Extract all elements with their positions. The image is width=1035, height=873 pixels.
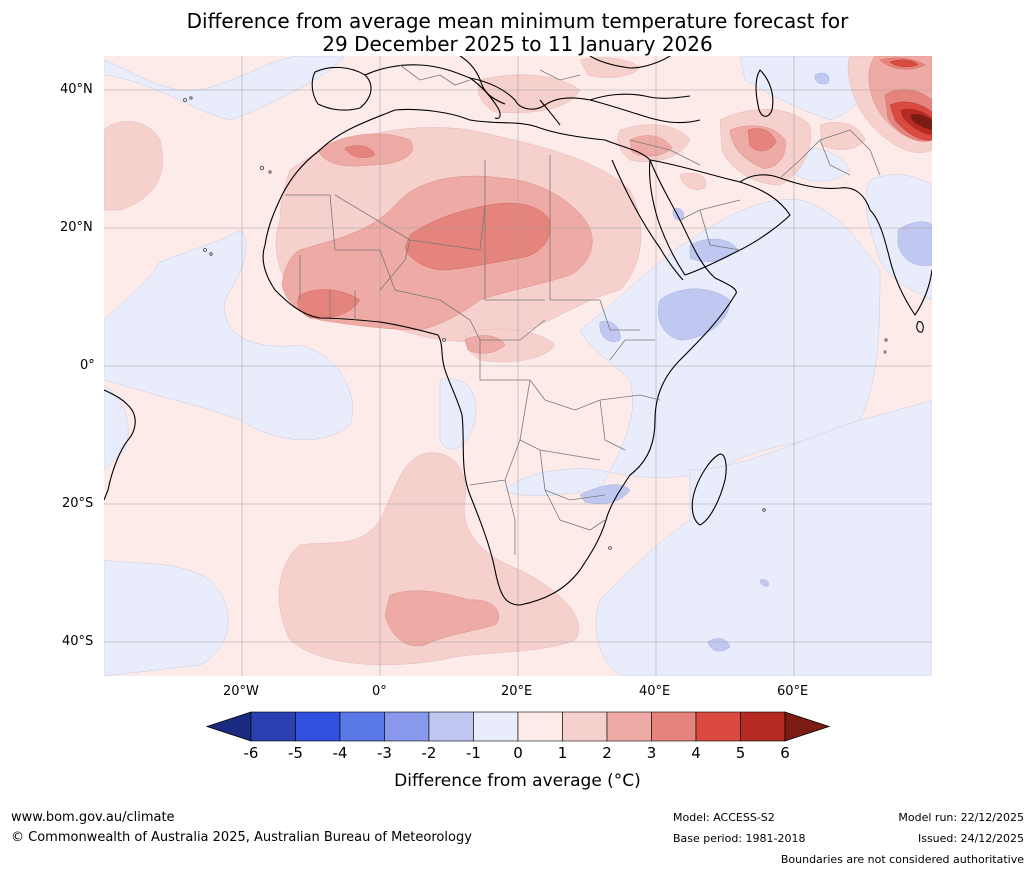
colorbar-segment — [517, 711, 563, 742]
footer-copyright: © Commonwealth of Australia 2025, Austra… — [11, 830, 472, 845]
lon-label-0: 0° — [372, 684, 387, 699]
colorbar-segment — [384, 711, 430, 742]
colorbar-segment — [740, 711, 786, 742]
colorbar-segment — [473, 711, 519, 742]
colorbar-segment — [250, 711, 296, 742]
footer-base-period: Base period: 1981-2018 — [673, 832, 806, 845]
colorbar-extend-high — [784, 711, 831, 742]
footer-model: Model: ACCESS-S2 — [673, 811, 775, 824]
colorbar-tick-label: -4 — [332, 744, 348, 762]
colorbar-tick-label: -2 — [421, 744, 437, 762]
title-line-2: 29 December 2025 to 11 January 2026 — [322, 32, 713, 56]
lat-label-20n: 20°N — [60, 220, 93, 235]
footer-model-run: Model run: 22/12/2025 — [898, 811, 1024, 824]
colorbar-segment — [339, 711, 385, 742]
colorbar-tick-label: 1 — [557, 744, 568, 762]
field-above-6 — [910, 113, 932, 130]
colorbar-segment — [651, 711, 697, 742]
colorbar-tick-label: -3 — [377, 744, 392, 762]
colorbar-tick-label: 3 — [646, 744, 657, 762]
lat-label-40n: 40°N — [60, 82, 93, 97]
footer-disclaimer: Boundaries are not considered authoritat… — [780, 853, 1024, 866]
colorbar-segment — [428, 711, 474, 742]
colorbar-tick-label: -6 — [243, 744, 259, 762]
lon-label-60e: 60°E — [777, 684, 809, 699]
colorbar-label: Difference from average (°C) — [394, 771, 641, 791]
field-minus2-to-minus1 — [579, 72, 932, 652]
colorbar-segment — [695, 711, 741, 742]
colorbar-tick-label: 0 — [513, 744, 523, 762]
colorbar-tick-label: 6 — [780, 744, 790, 762]
lon-label-40e: 40°E — [639, 684, 671, 699]
title-line-1: Difference from average mean minimum tem… — [186, 9, 849, 33]
lat-label-20s: 20°S — [62, 496, 94, 511]
footer-issued: Issued: 24/12/2025 — [917, 832, 1024, 845]
lat-label-40s: 40°S — [62, 634, 94, 649]
lon-label-20e: 20°E — [501, 684, 533, 699]
colorbar-tick-label: 2 — [602, 744, 612, 762]
lat-label-0: 0° — [80, 358, 95, 373]
colorbar-segment — [606, 711, 652, 742]
colorbar-segment — [295, 711, 341, 742]
colorbar-tick-label: 4 — [691, 744, 701, 762]
anomaly-field — [104, 56, 932, 676]
colorbar-tick-label: -1 — [466, 744, 481, 762]
footer-url: www.bom.gov.au/climate — [11, 810, 175, 825]
colorbar-extend-low — [205, 711, 252, 742]
graticule — [104, 56, 932, 676]
map-title: Difference from average mean minimum tem… — [0, 10, 1035, 56]
colorbar-tick-label: 5 — [735, 744, 746, 762]
islands — [183, 96, 888, 550]
colorbar — [205, 711, 831, 742]
lon-label-20w: 20°W — [223, 684, 259, 699]
country-borders — [285, 64, 881, 555]
colorbar-segment — [562, 711, 608, 742]
colorbar-tick-label: -5 — [288, 744, 303, 762]
coastlines — [104, 56, 932, 606]
